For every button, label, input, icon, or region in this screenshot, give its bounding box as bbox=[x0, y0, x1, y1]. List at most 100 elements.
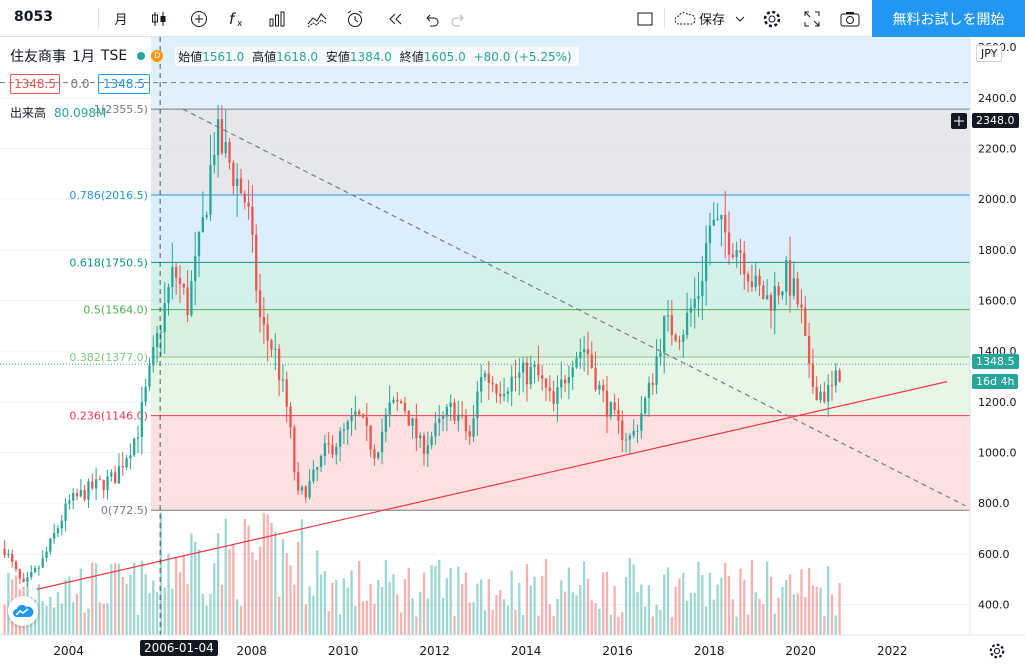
volume-bar bbox=[838, 583, 841, 635]
candle-body bbox=[354, 411, 357, 416]
volume-bar bbox=[175, 557, 178, 635]
volume-bar bbox=[830, 594, 834, 635]
alert-button[interactable] bbox=[340, 0, 370, 37]
volume-bar bbox=[464, 572, 468, 635]
time-tick-label: 2014 bbox=[511, 644, 542, 658]
replay-button[interactable] bbox=[380, 0, 410, 37]
volume-bar bbox=[407, 567, 410, 635]
volume-bar bbox=[277, 596, 281, 635]
volume-bar bbox=[415, 616, 418, 635]
candle-body bbox=[605, 390, 609, 417]
volume-bar bbox=[590, 600, 593, 635]
volume-bar bbox=[361, 601, 365, 635]
redo-button[interactable] bbox=[444, 0, 474, 37]
currency-badge[interactable]: JPY bbox=[976, 45, 1003, 62]
candle-body bbox=[358, 411, 361, 415]
candle-body bbox=[293, 427, 296, 473]
alarm-clock-icon bbox=[347, 10, 363, 27]
candle-body bbox=[327, 443, 330, 445]
candle-body bbox=[369, 425, 372, 450]
volume-bar bbox=[804, 596, 807, 635]
expand-icon bbox=[804, 11, 820, 26]
candle-body bbox=[552, 391, 555, 404]
volume-bar bbox=[773, 613, 776, 635]
candle-body bbox=[525, 362, 529, 385]
candle-body bbox=[579, 352, 582, 359]
volume-bar bbox=[316, 550, 319, 635]
save-label: 保存 bbox=[698, 13, 725, 28]
candle-type-button[interactable] bbox=[144, 0, 174, 37]
candle-body bbox=[213, 154, 216, 166]
close-value: 1605.0 bbox=[423, 49, 466, 64]
candle-body bbox=[91, 481, 94, 489]
price-tick-label: 1600.0 bbox=[978, 295, 1017, 308]
sell-price-box[interactable]: 1348.5 bbox=[10, 74, 60, 94]
volume-bar bbox=[659, 609, 662, 635]
volume-bar bbox=[724, 562, 727, 635]
candle-body bbox=[11, 554, 14, 562]
candle-body bbox=[781, 291, 784, 296]
undo-button[interactable] bbox=[416, 0, 446, 37]
free-trial-button[interactable]: 無料お試しを開始 bbox=[872, 0, 1025, 37]
volume-bar bbox=[384, 560, 388, 635]
volume-bar bbox=[388, 581, 391, 635]
candle-body bbox=[480, 377, 483, 392]
candle-body bbox=[350, 415, 353, 422]
candle-body bbox=[323, 443, 327, 457]
tradingview-logo-button[interactable] bbox=[8, 596, 38, 626]
axis-settings-button[interactable] bbox=[986, 640, 1008, 662]
save-button[interactable]: 保存 bbox=[670, 0, 750, 37]
compare-button[interactable] bbox=[302, 0, 332, 37]
price-chart[interactable]: 1(2355.5) 0.786(2016.5) 0.618(1750.5) 0.5(1… bbox=[0, 37, 1025, 672]
candle-body bbox=[750, 281, 754, 288]
fib-band bbox=[150, 415, 970, 511]
candle-body bbox=[468, 431, 471, 437]
volume-bar bbox=[331, 582, 334, 635]
candle-body bbox=[617, 409, 620, 421]
volume-bar bbox=[262, 512, 265, 635]
fullscreen-layout-button[interactable] bbox=[630, 0, 660, 37]
price-tick-label: 2200.0 bbox=[978, 142, 1017, 155]
trendlines bbox=[36, 108, 966, 590]
fib-level-label: 0.5(1564.0) bbox=[83, 304, 148, 317]
candle-body bbox=[255, 234, 258, 291]
settings-button[interactable] bbox=[757, 0, 787, 37]
symbol-search-button[interactable]: 8053 bbox=[14, 9, 53, 25]
volume-bar bbox=[666, 567, 670, 635]
fib-level-label: 0.786(2016.5) bbox=[69, 189, 148, 202]
volume-label: 出来高 bbox=[10, 106, 47, 120]
candle-body bbox=[697, 296, 700, 299]
volume-bar bbox=[148, 593, 151, 635]
candle-body bbox=[399, 401, 403, 403]
templates-button[interactable] bbox=[262, 0, 292, 37]
snapshot-button[interactable] bbox=[835, 0, 865, 37]
candle-body bbox=[270, 340, 273, 350]
time-tick-label: 2018 bbox=[694, 644, 725, 658]
volume-bar bbox=[483, 610, 487, 635]
candle-body bbox=[792, 278, 795, 296]
candle-body bbox=[361, 414, 365, 418]
buy-price-box[interactable]: 1348.5 bbox=[98, 74, 150, 94]
candle-body bbox=[827, 384, 830, 402]
interval-button[interactable]: 月 bbox=[106, 0, 136, 37]
candle-body bbox=[247, 202, 250, 207]
fibonacci-lines bbox=[150, 108, 970, 511]
volume-bar bbox=[304, 604, 307, 635]
indicators-add-button[interactable] bbox=[184, 0, 214, 37]
candle-body bbox=[60, 520, 63, 529]
candle-body bbox=[64, 503, 67, 521]
volume-bar bbox=[766, 561, 769, 635]
volume-bar bbox=[624, 577, 628, 635]
fullscreen-button[interactable] bbox=[797, 0, 827, 37]
volume-bar bbox=[338, 614, 342, 635]
candle-body bbox=[773, 286, 776, 311]
add-level-button[interactable] bbox=[951, 113, 967, 129]
candle-body bbox=[304, 486, 307, 498]
volume-bar bbox=[194, 542, 197, 635]
fibonacci-labels: 1(2355.5) 0.786(2016.5) 0.618(1750.5) 0.5(1… bbox=[69, 103, 148, 517]
interval-label: 月 bbox=[114, 13, 128, 28]
candle-body bbox=[338, 431, 342, 447]
volume-bar bbox=[560, 580, 563, 635]
candle-body bbox=[502, 394, 506, 397]
